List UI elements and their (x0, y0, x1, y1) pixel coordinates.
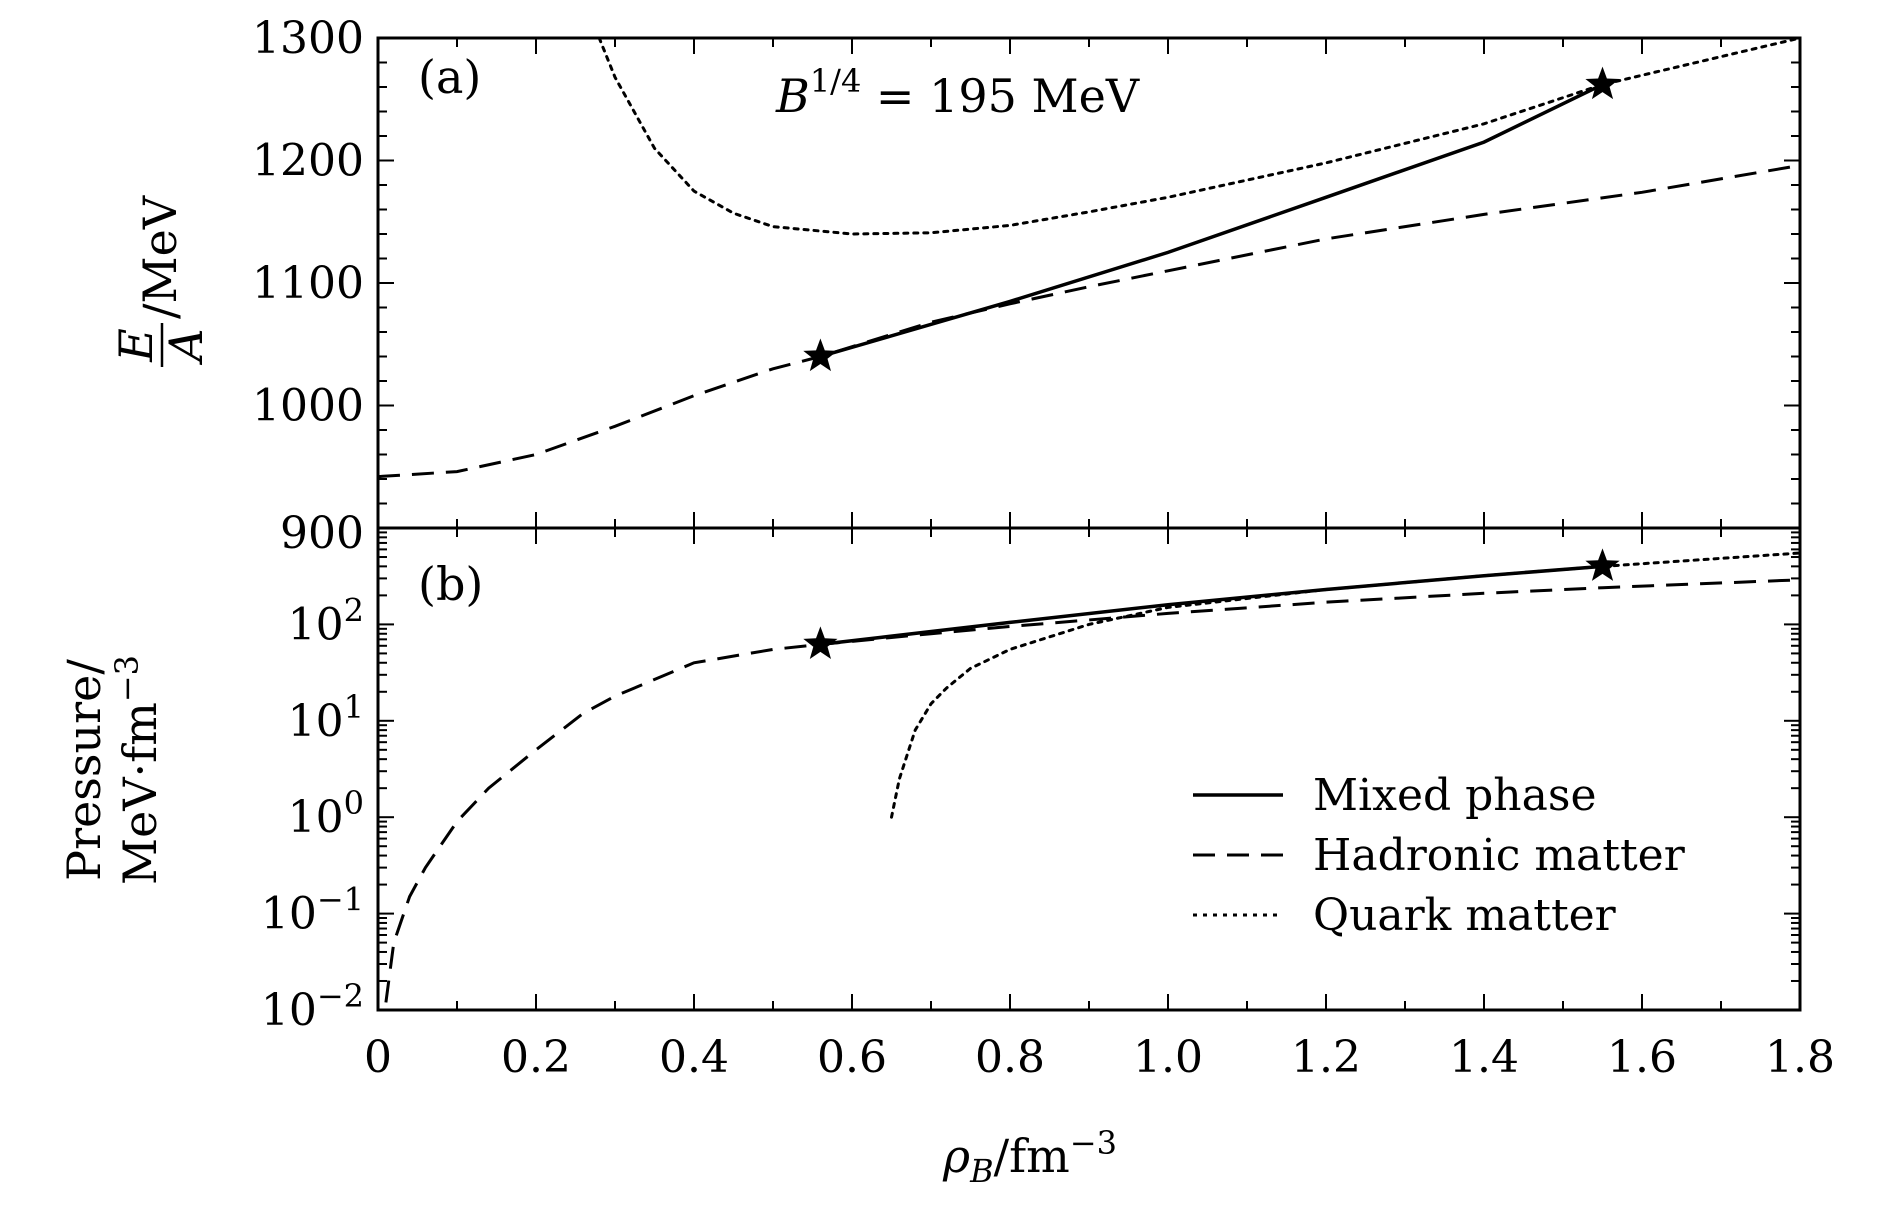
y-label-b: Pressure/MeV·fm−3 (57, 655, 167, 885)
panel-b-y-tick-label: 102 (288, 591, 364, 650)
panel-a-y-tick-label: 1300 (252, 13, 364, 64)
x-tick-label: 1.2 (1291, 1032, 1361, 1083)
panel-a-series-quark-matter (597, 38, 1800, 236)
panel-a-star-marker (1585, 66, 1620, 100)
panel-label-a: (a) (418, 50, 481, 104)
panel-a-star-marker (803, 338, 838, 372)
panel-b-series-quark-matter (890, 551, 1800, 819)
panel-b-y-tick-label: 100 (288, 784, 364, 843)
panel-a-series-hadronic-matter (378, 163, 1800, 479)
legend: Mixed phase Hadronic matter Quark matter (1193, 770, 1686, 941)
panel-b-star-marker (1585, 548, 1620, 581)
y-label-a-unit: /MeV (133, 195, 187, 319)
y-label-a-numerator: E (109, 328, 163, 363)
panel-label-b: (b) (418, 557, 483, 611)
annotation-bag-constant: B1/4 = 195 MeV (775, 62, 1140, 123)
x-tick-label: 0.4 (659, 1032, 729, 1083)
panel-a-series-mixed-phase (819, 83, 1604, 359)
panel-a-y-tick-label: 1100 (252, 258, 364, 309)
y-label-a: EA/MeV (109, 195, 213, 367)
x-tick-label: 1.8 (1765, 1032, 1835, 1083)
x-tick-label: 1.6 (1607, 1032, 1677, 1083)
y-label-b-line2: MeV·fm−3 (108, 655, 167, 885)
panel-a-y-tick-label: 900 (280, 508, 364, 559)
panel-b-star-marker (803, 626, 838, 659)
y-label-a-denominator: A (159, 328, 213, 365)
x-tick-label: 0.6 (817, 1032, 887, 1083)
x-tick-label: 0.2 (501, 1032, 571, 1083)
panel-a: 1000 1100 1200 1300 900 (a) B1/4 = 195 MeV (252, 13, 1802, 559)
y-label-b-line1: Pressure/ (57, 659, 111, 881)
panel-a-y-tick-label: 1000 (252, 381, 364, 432)
panel-b-series-hadronic-matter (384, 578, 1800, 1003)
x-tick-label: 1.4 (1449, 1032, 1519, 1083)
panel-a-y-tick-label: 1200 (252, 136, 364, 187)
axis-titles: EA/MeV Pressure/MeV·fm−3 ρB/fm−3 (57, 195, 1117, 1190)
panel-b: 10−2 10−1 100 101 102 0 0.2 0.4 0.6 0.8 1.0 1.2 1.4 1… (261, 526, 1835, 1083)
panel-b-series-group (384, 551, 1800, 1003)
x-tick-label: 0.8 (975, 1032, 1045, 1083)
panel-a-series-group (378, 38, 1800, 479)
panel-b-y-tick-label: 10−1 (261, 881, 364, 940)
x-tick-label: 1.0 (1133, 1032, 1203, 1083)
x-axis-title: ρB/fm−3 (942, 1124, 1117, 1190)
panel-b-y-tick-label: 101 (288, 688, 364, 747)
panel-b-y-tick-label: 10−2 (261, 977, 364, 1036)
legend-label: Quark matter (1313, 890, 1617, 941)
x-tick-label: 0 (364, 1032, 392, 1083)
legend-label: Mixed phase (1313, 770, 1597, 821)
legend-label: Hadronic matter (1313, 830, 1686, 881)
